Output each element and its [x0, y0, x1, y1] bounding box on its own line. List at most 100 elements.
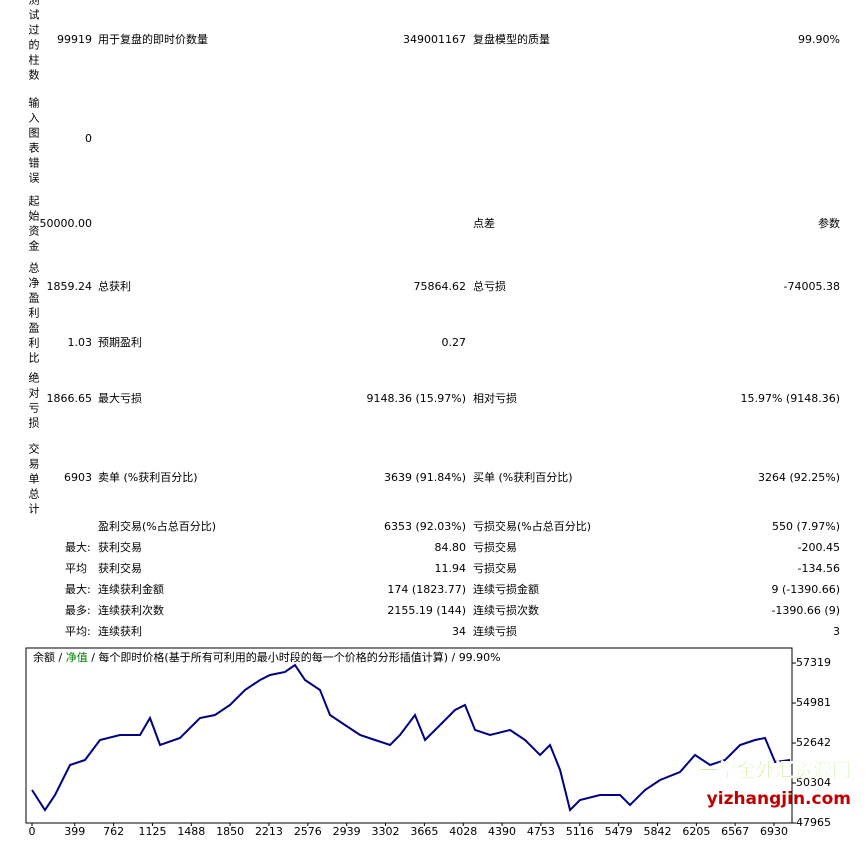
cell-label: 预期盈利	[98, 336, 142, 349]
cell-label: 连续亏损金额	[473, 583, 539, 596]
cell-value: 9 (-1390.66)	[771, 583, 840, 596]
x-tick-label: 6205	[682, 825, 710, 838]
cell-value: 174 (1823.77)	[387, 583, 466, 596]
cell-value: 2155.19 (144)	[387, 604, 466, 617]
row-heading: 盈利比	[27, 322, 40, 367]
row-heading: 绝对亏损	[27, 372, 40, 432]
chart-subtitle: 每个即时价格(基于所有可利用的最小时段的每一个价格的分形插值计算)	[98, 650, 451, 664]
cell-value: 34	[452, 625, 466, 638]
row-heading: 总净盈利	[27, 262, 40, 322]
cell-label: 相对亏损	[473, 392, 517, 405]
cell-label: 连续亏损次数	[473, 604, 539, 617]
balance-line	[31, 663, 791, 812]
x-tick-label: 2939	[333, 825, 361, 838]
cell-label: 卖单 (%获利百分比)	[98, 471, 198, 484]
x-tick-label: 1488	[177, 825, 205, 838]
cell-value: 15.97% (9148.36)	[740, 392, 840, 405]
x-tick-label: 5479	[605, 825, 633, 838]
cell-value: -1390.66 (9)	[771, 604, 840, 617]
cell-label: 最大:	[65, 583, 91, 596]
cell-label: 亏损交易(%占总百分比)	[473, 520, 592, 533]
cell-value: 11.94	[434, 562, 467, 575]
cell-label: 连续亏损	[473, 625, 517, 638]
watermark: 一掌金外汇资源网	[699, 759, 851, 782]
legend-entry: 余额	[33, 650, 59, 664]
x-tick-label: 762	[103, 825, 124, 838]
x-tick-label: 5116	[566, 825, 594, 838]
cell-value: 99919	[57, 33, 92, 46]
cell-value: 550 (7.97%)	[771, 520, 840, 533]
x-tick-label: 4753	[527, 825, 555, 838]
cell-value: 3639 (91.84%)	[383, 471, 466, 484]
x-tick-label: 6567	[721, 825, 749, 838]
x-tick-label: 399	[64, 825, 85, 838]
cell-label: 总亏损	[473, 280, 506, 293]
cell-label: 连续获利金额	[98, 583, 164, 596]
cell-value: 84.80	[434, 541, 467, 554]
x-tick-label: 3665	[410, 825, 438, 838]
cell-value: 3264 (92.25%)	[757, 471, 840, 484]
legend-separator: /	[91, 651, 98, 664]
y-tick-label: 50304	[796, 776, 831, 789]
cell-label: 最多:	[65, 604, 91, 617]
cell-value: 0.27	[441, 336, 467, 349]
cell-value: 参数	[818, 217, 840, 230]
legend: 余额 / 净值 / 每个即时价格(基于所有可利用的最小时段的每一个价格的分形插值…	[33, 650, 501, 664]
y-tick-label: 57319	[796, 656, 831, 669]
row-heading: 输入图表错误	[27, 97, 40, 187]
plot-frame	[25, 647, 793, 824]
cell-label: 连续获利次数	[98, 604, 164, 617]
cell-label: 买单 (%获利百分比)	[473, 471, 573, 484]
row-heading: 交易单总计	[27, 443, 40, 518]
cell-label: 亏损交易	[473, 541, 517, 554]
row-heading: 起始资金	[27, 195, 40, 255]
cell-value: 3	[833, 625, 840, 638]
cell-label: 获利交易	[98, 562, 142, 575]
cell-value: 99.90%	[798, 33, 840, 46]
cell-value: 6903	[64, 471, 92, 484]
cell-value: -74005.38	[783, 280, 840, 293]
x-tick-label: 5842	[644, 825, 672, 838]
x-tick-label: 3302	[372, 825, 400, 838]
x-tick-label: 4028	[449, 825, 477, 838]
cell-label: 盈利交易(%占总百分比)	[98, 520, 217, 533]
cell-label: 最大亏损	[98, 392, 142, 405]
x-tick-label: 6930	[760, 825, 788, 838]
cell-label: 平均	[65, 562, 87, 575]
y-tick-label: 52642	[796, 736, 831, 749]
cell-value: 6353 (92.03%)	[383, 520, 466, 533]
x-tick-label: 4390	[488, 825, 516, 838]
cell-label: 最大:	[65, 541, 91, 554]
cell-label: 平均:	[65, 625, 91, 638]
cell-value: 0	[85, 132, 92, 145]
y-tick-label: 47965	[796, 816, 831, 829]
cell-value: 1.03	[67, 336, 93, 349]
x-tick-label: 1850	[216, 825, 244, 838]
legend-entry: 净值	[66, 650, 92, 664]
cell-value: 1859.24	[46, 280, 93, 293]
legend-separator: /	[59, 651, 66, 664]
cell-value: 349001167	[403, 33, 466, 46]
cell-label: 点差	[473, 217, 495, 230]
chart-quality: 99.90%	[459, 651, 501, 664]
x-tick-label: 2213	[255, 825, 283, 838]
cell-label: 总获利	[98, 280, 131, 293]
cell-label: 获利交易	[98, 541, 142, 554]
cell-value: -134.56	[797, 562, 840, 575]
cell-label: 复盘模型的质量	[473, 33, 550, 46]
cell-label: 连续获利	[98, 625, 142, 638]
cell-label: 亏损交易	[473, 562, 517, 575]
row-heading: 测试过的柱数	[27, 0, 40, 84]
x-tick-label: 1125	[138, 825, 166, 838]
cell-value: 9148.36 (15.97%)	[366, 392, 466, 405]
y-tick-label: 54981	[796, 696, 831, 709]
x-tick-label: 2576	[294, 825, 322, 838]
watermark: yizhangjin.com	[707, 789, 851, 809]
legend-separator: /	[451, 651, 458, 664]
cell-value: -200.45	[797, 541, 840, 554]
cell-value: 1866.65	[46, 392, 93, 405]
x-tick-label: 0	[28, 825, 35, 838]
cell-value: 50000.00	[39, 217, 93, 230]
